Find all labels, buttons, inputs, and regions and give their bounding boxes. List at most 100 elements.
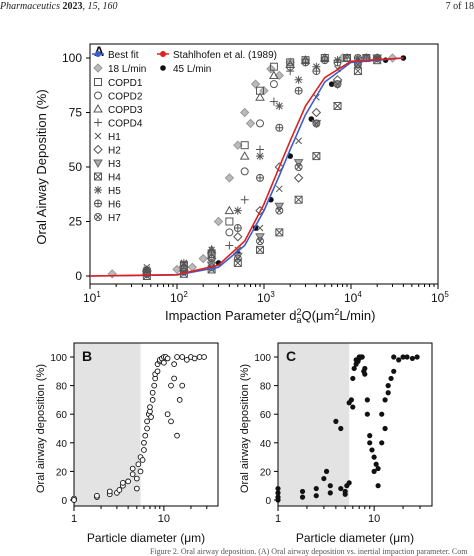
data-point: [94, 132, 102, 140]
point-filled-circle: [350, 404, 356, 410]
legend-label: 45 L/min: [173, 64, 211, 75]
point-circle-plus-cross: [334, 58, 342, 66]
data-point: [294, 163, 303, 171]
y-tick-label: 60: [260, 410, 272, 421]
data-point: [275, 206, 284, 215]
point-open-circle: [137, 468, 144, 475]
point-filled-circle: [414, 354, 420, 360]
point-diamond: [224, 173, 235, 183]
data-point: [385, 383, 391, 389]
data-point: [371, 454, 377, 460]
data-point: [168, 418, 174, 425]
x-tick-label: 1: [275, 513, 281, 525]
legend-dot: [160, 51, 166, 57]
point-filled-circle: [346, 480, 352, 486]
point-plus: [225, 241, 234, 250]
data-point: [207, 250, 216, 259]
data-point: [299, 494, 306, 500]
point-square: [240, 141, 249, 150]
data-point: [120, 479, 126, 486]
point-diamond-open: [311, 107, 322, 118]
data-point: [256, 152, 265, 161]
data-point: [396, 357, 402, 363]
legend-label: H7: [108, 213, 121, 224]
point-circle-cross-x: [276, 207, 283, 214]
point-triangle: [93, 103, 103, 113]
point-star: [94, 186, 102, 194]
data-point: [94, 172, 102, 181]
data-point: [239, 151, 250, 160]
data-point: [144, 425, 150, 432]
x-tick-label: 1: [71, 513, 77, 525]
point-filled-circle: [375, 465, 381, 472]
data-point: [348, 397, 354, 403]
data-point: [342, 488, 348, 495]
point-star: [207, 245, 216, 254]
point-plus: [240, 195, 249, 204]
data-point: [198, 253, 208, 264]
point-square-x: [256, 245, 265, 254]
point-triangle: [224, 205, 235, 215]
data-point: [107, 269, 117, 279]
data-point: [320, 56, 329, 65]
point-filled-circle: [350, 375, 356, 382]
data-point: [321, 475, 327, 482]
data-point: [362, 371, 368, 377]
legend-label: H1: [108, 132, 121, 143]
x-axis-label: Impaction Parameter d2 aQ(μm2L/min): [165, 307, 375, 325]
point-circle: [225, 228, 234, 237]
data-point: [171, 375, 177, 382]
data-point: [327, 490, 333, 496]
data-point: [151, 382, 158, 389]
x-tick-label: 101: [83, 290, 101, 305]
y-tick-label: 40: [56, 439, 68, 450]
point-open-circle: [106, 488, 113, 495]
data-point: [225, 217, 234, 226]
point-circle-plus-cross: [180, 261, 188, 269]
data-point: [294, 195, 303, 204]
point-square-x: [94, 172, 102, 181]
y-tick-label: 80: [56, 382, 68, 393]
point-x: [94, 132, 102, 140]
point-circle-plus-cross: [208, 250, 216, 258]
point-filled-circle: [367, 440, 373, 446]
journal-name: Pharmaceutics: [0, 1, 60, 12]
point-open-circle: [141, 447, 147, 453]
point-circle-cross: [233, 254, 242, 263]
data-point: [172, 264, 182, 275]
legend-label: COPD1: [108, 78, 143, 89]
data-point: [201, 354, 207, 360]
point-open-circle: [125, 478, 131, 485]
legend-label: COPD3: [108, 105, 143, 116]
point-triangle-down: [93, 159, 103, 169]
point-filled-circle: [369, 447, 375, 453]
journal-citation: Pharmaceutics 2023, 15, 160: [0, 1, 118, 12]
data-point: [313, 493, 319, 499]
legend-label: COPD4: [108, 119, 143, 130]
point-filled-circle: [351, 365, 357, 372]
data-point: [224, 173, 235, 183]
y-tick-label: 100: [50, 353, 67, 364]
x-tick-label: 104: [344, 290, 362, 305]
point-diamond: [239, 107, 250, 118]
point-diamond: [107, 269, 117, 279]
panel-label: C: [286, 348, 296, 364]
data-point: [346, 480, 352, 486]
panel-c: C 0 20 40 60 80 100 1 10 Particle diameter (μm) Or…: [239, 342, 433, 545]
point-filled-circle: [342, 488, 348, 495]
point-open-circle: [164, 355, 171, 362]
y-tick-label: 50: [69, 160, 83, 174]
point-diamond: [93, 63, 103, 73]
point-filled-circle: [364, 411, 370, 417]
data-point: [116, 487, 123, 493]
data-point: [179, 354, 186, 360]
data-point: [144, 418, 150, 425]
data-point: [275, 494, 281, 500]
point-filled-circle: [327, 483, 333, 489]
point-open-circle: [120, 479, 126, 486]
point-circle-cross: [94, 213, 102, 221]
point-circle-cross-x: [313, 120, 320, 127]
data-point: [141, 447, 147, 453]
point-circle: [269, 80, 278, 89]
point-filled-circle: [333, 418, 339, 424]
